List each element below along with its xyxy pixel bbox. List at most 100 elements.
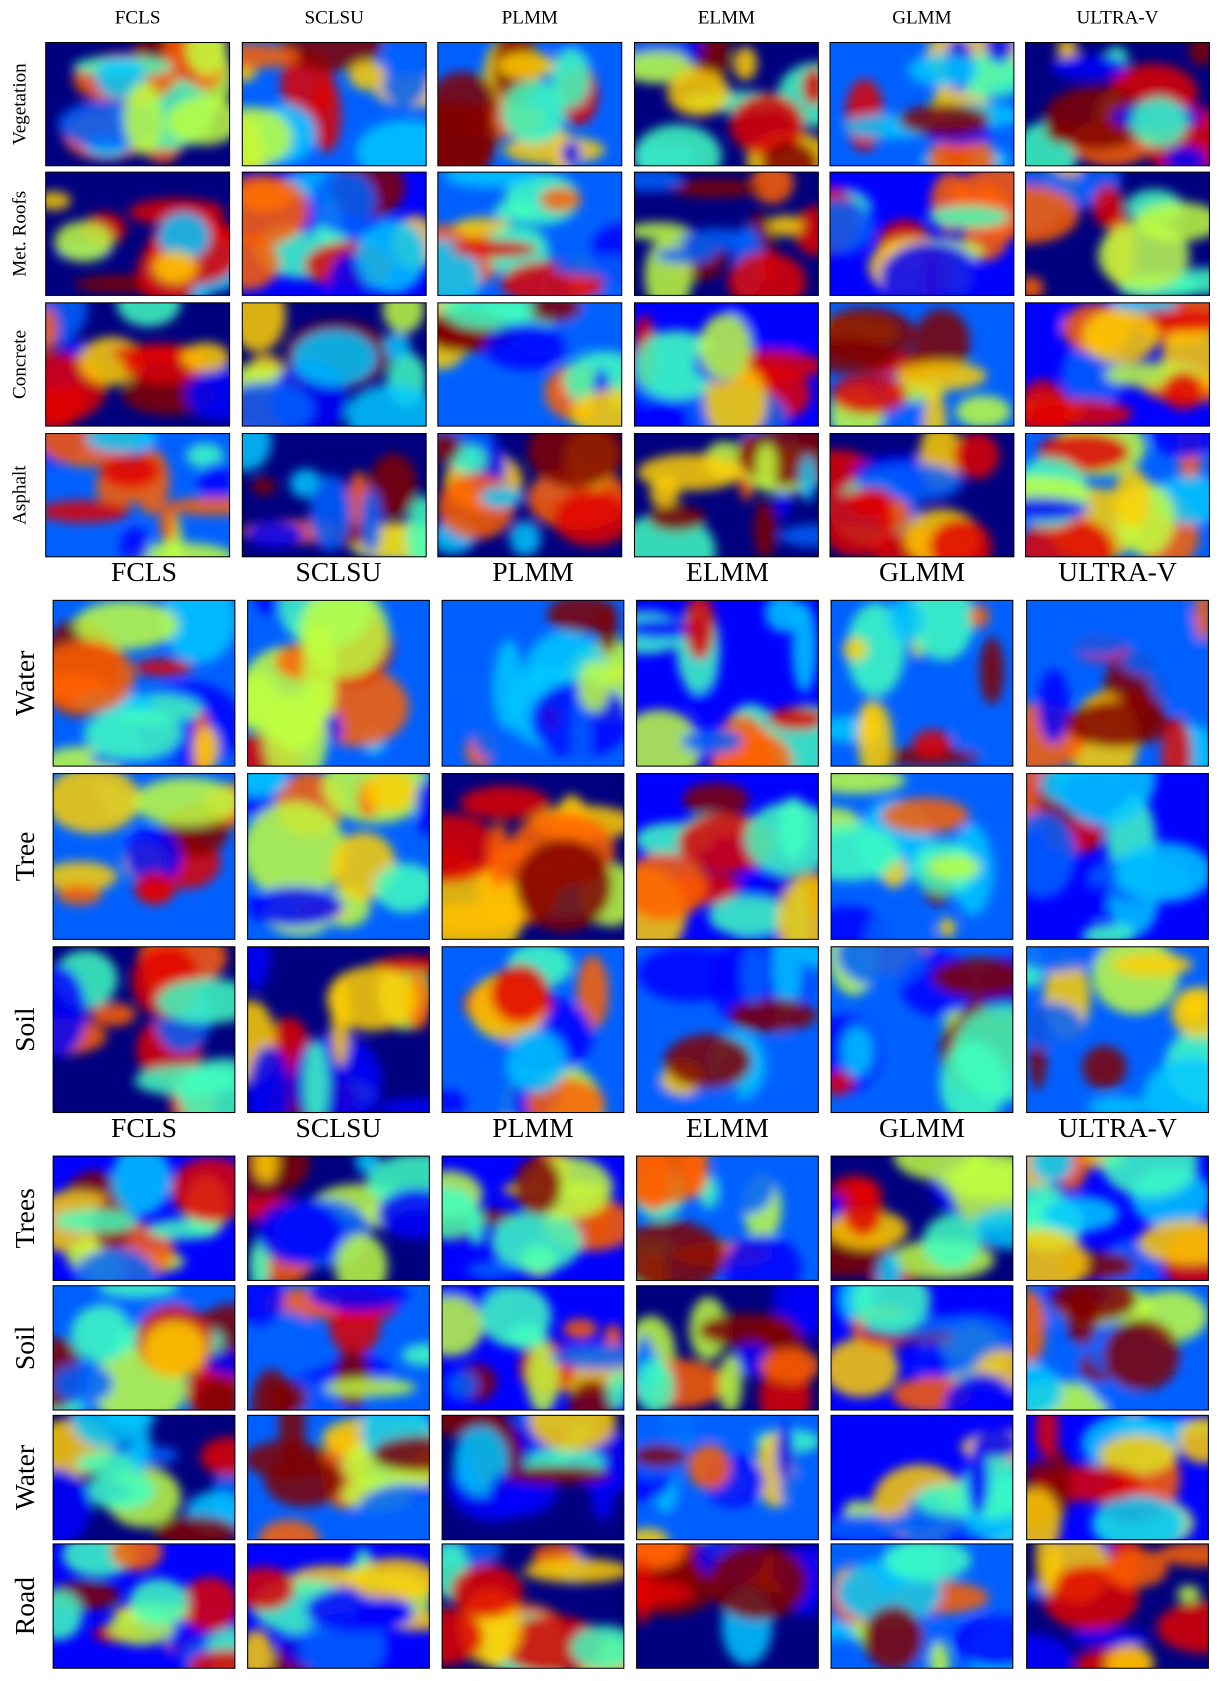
- map-region: [1103, 1318, 1181, 1391]
- abundance-map: [1025, 433, 1210, 557]
- map-region: [729, 93, 805, 156]
- abundance-map: [831, 773, 1013, 940]
- map-texture: [442, 785, 624, 940]
- map-region: [445, 1370, 478, 1401]
- map-region: [737, 433, 819, 486]
- map-region: [53, 640, 135, 714]
- map-region: [634, 329, 720, 401]
- map-region: [943, 1372, 1013, 1411]
- map-region: [699, 313, 752, 380]
- column-header: GLMM: [892, 8, 951, 29]
- map-region: [377, 1098, 430, 1113]
- map-region: [1156, 1601, 1209, 1654]
- map-texture: [45, 191, 230, 296]
- abundance-map: [634, 433, 819, 557]
- map-region: [576, 955, 609, 1030]
- map-region: [842, 1180, 884, 1237]
- map-border: [437, 41, 623, 167]
- map-region: [764, 600, 802, 633]
- map-region: [755, 442, 777, 492]
- map-region: [506, 1030, 567, 1093]
- row-label: Concrete: [10, 330, 31, 399]
- map-region: [636, 1359, 675, 1411]
- map-border: [830, 773, 1014, 940]
- abundance-map: [53, 946, 235, 1113]
- map-region: [1035, 1543, 1060, 1595]
- map-border: [633, 433, 819, 558]
- map-region: [927, 855, 981, 879]
- map-region: [442, 1089, 470, 1113]
- map-border: [441, 1155, 625, 1281]
- map-border: [52, 946, 236, 1114]
- map-region: [681, 728, 743, 755]
- abundance-map: [831, 1543, 1013, 1669]
- map-region: [504, 1465, 610, 1485]
- map-border: [45, 41, 231, 167]
- map-region: [697, 1313, 798, 1348]
- map-region: [1098, 1434, 1178, 1475]
- map-region: [450, 1564, 524, 1619]
- map-region: [568, 1379, 615, 1411]
- abundance-map: [831, 1285, 1013, 1411]
- abundance-map: [442, 1285, 624, 1411]
- map-region: [133, 777, 235, 827]
- map-region: [570, 389, 622, 427]
- map-region: [509, 521, 541, 557]
- map-texture: [831, 1429, 1013, 1540]
- map-texture: [1026, 946, 1209, 1113]
- map-region: [741, 946, 768, 1004]
- map-region: [831, 823, 900, 881]
- map-texture: [636, 1285, 819, 1411]
- map-region: [466, 1260, 519, 1280]
- map-region: [729, 998, 818, 1033]
- row-label: Asphalt: [10, 465, 31, 525]
- map-texture: [247, 1415, 430, 1540]
- map-texture: [843, 42, 1014, 166]
- map-region: [311, 78, 342, 153]
- abundance-map: [1026, 1415, 1209, 1540]
- map-region: [200, 1437, 235, 1477]
- map-region: [636, 1543, 687, 1571]
- map-region: [71, 1305, 132, 1363]
- map-region: [1026, 1362, 1063, 1411]
- map-region: [635, 399, 690, 427]
- map-border: [1026, 1414, 1209, 1541]
- map-border: [241, 171, 427, 296]
- map-region: [636, 852, 707, 921]
- map-region: [45, 500, 131, 524]
- map-region: [126, 542, 230, 557]
- map-border: [830, 1543, 1014, 1669]
- map-border: [636, 773, 819, 940]
- map-region: [242, 381, 315, 427]
- map-region: [759, 1347, 819, 1384]
- map-border: [633, 302, 819, 427]
- map-border: [830, 1155, 1014, 1281]
- map-texture: [1025, 302, 1210, 427]
- map-texture: [636, 1156, 802, 1281]
- map-region: [45, 307, 58, 352]
- map-region: [775, 1420, 795, 1483]
- map-region: [256, 1199, 344, 1265]
- map-region: [1113, 467, 1151, 528]
- map-region: [634, 222, 690, 241]
- map-region: [263, 692, 328, 767]
- map-region: [777, 796, 809, 861]
- map-region: [866, 907, 935, 940]
- map-region: [1026, 811, 1077, 899]
- map-texture: [634, 172, 819, 296]
- abundance-map: [636, 600, 819, 767]
- map-region: [550, 1343, 624, 1370]
- map-region: [718, 1353, 743, 1411]
- map-region: [309, 172, 376, 235]
- map-region: [1026, 1228, 1089, 1281]
- map-region: [406, 495, 427, 557]
- abundance-map: [636, 946, 819, 1113]
- map-region: [70, 1415, 140, 1449]
- map-region: [1054, 773, 1156, 827]
- map-region: [1044, 85, 1150, 151]
- map-region: [247, 946, 271, 991]
- map-region: [56, 884, 103, 906]
- map-texture: [831, 600, 1013, 767]
- column-header: GLMM: [879, 556, 965, 587]
- map-region: [242, 173, 310, 247]
